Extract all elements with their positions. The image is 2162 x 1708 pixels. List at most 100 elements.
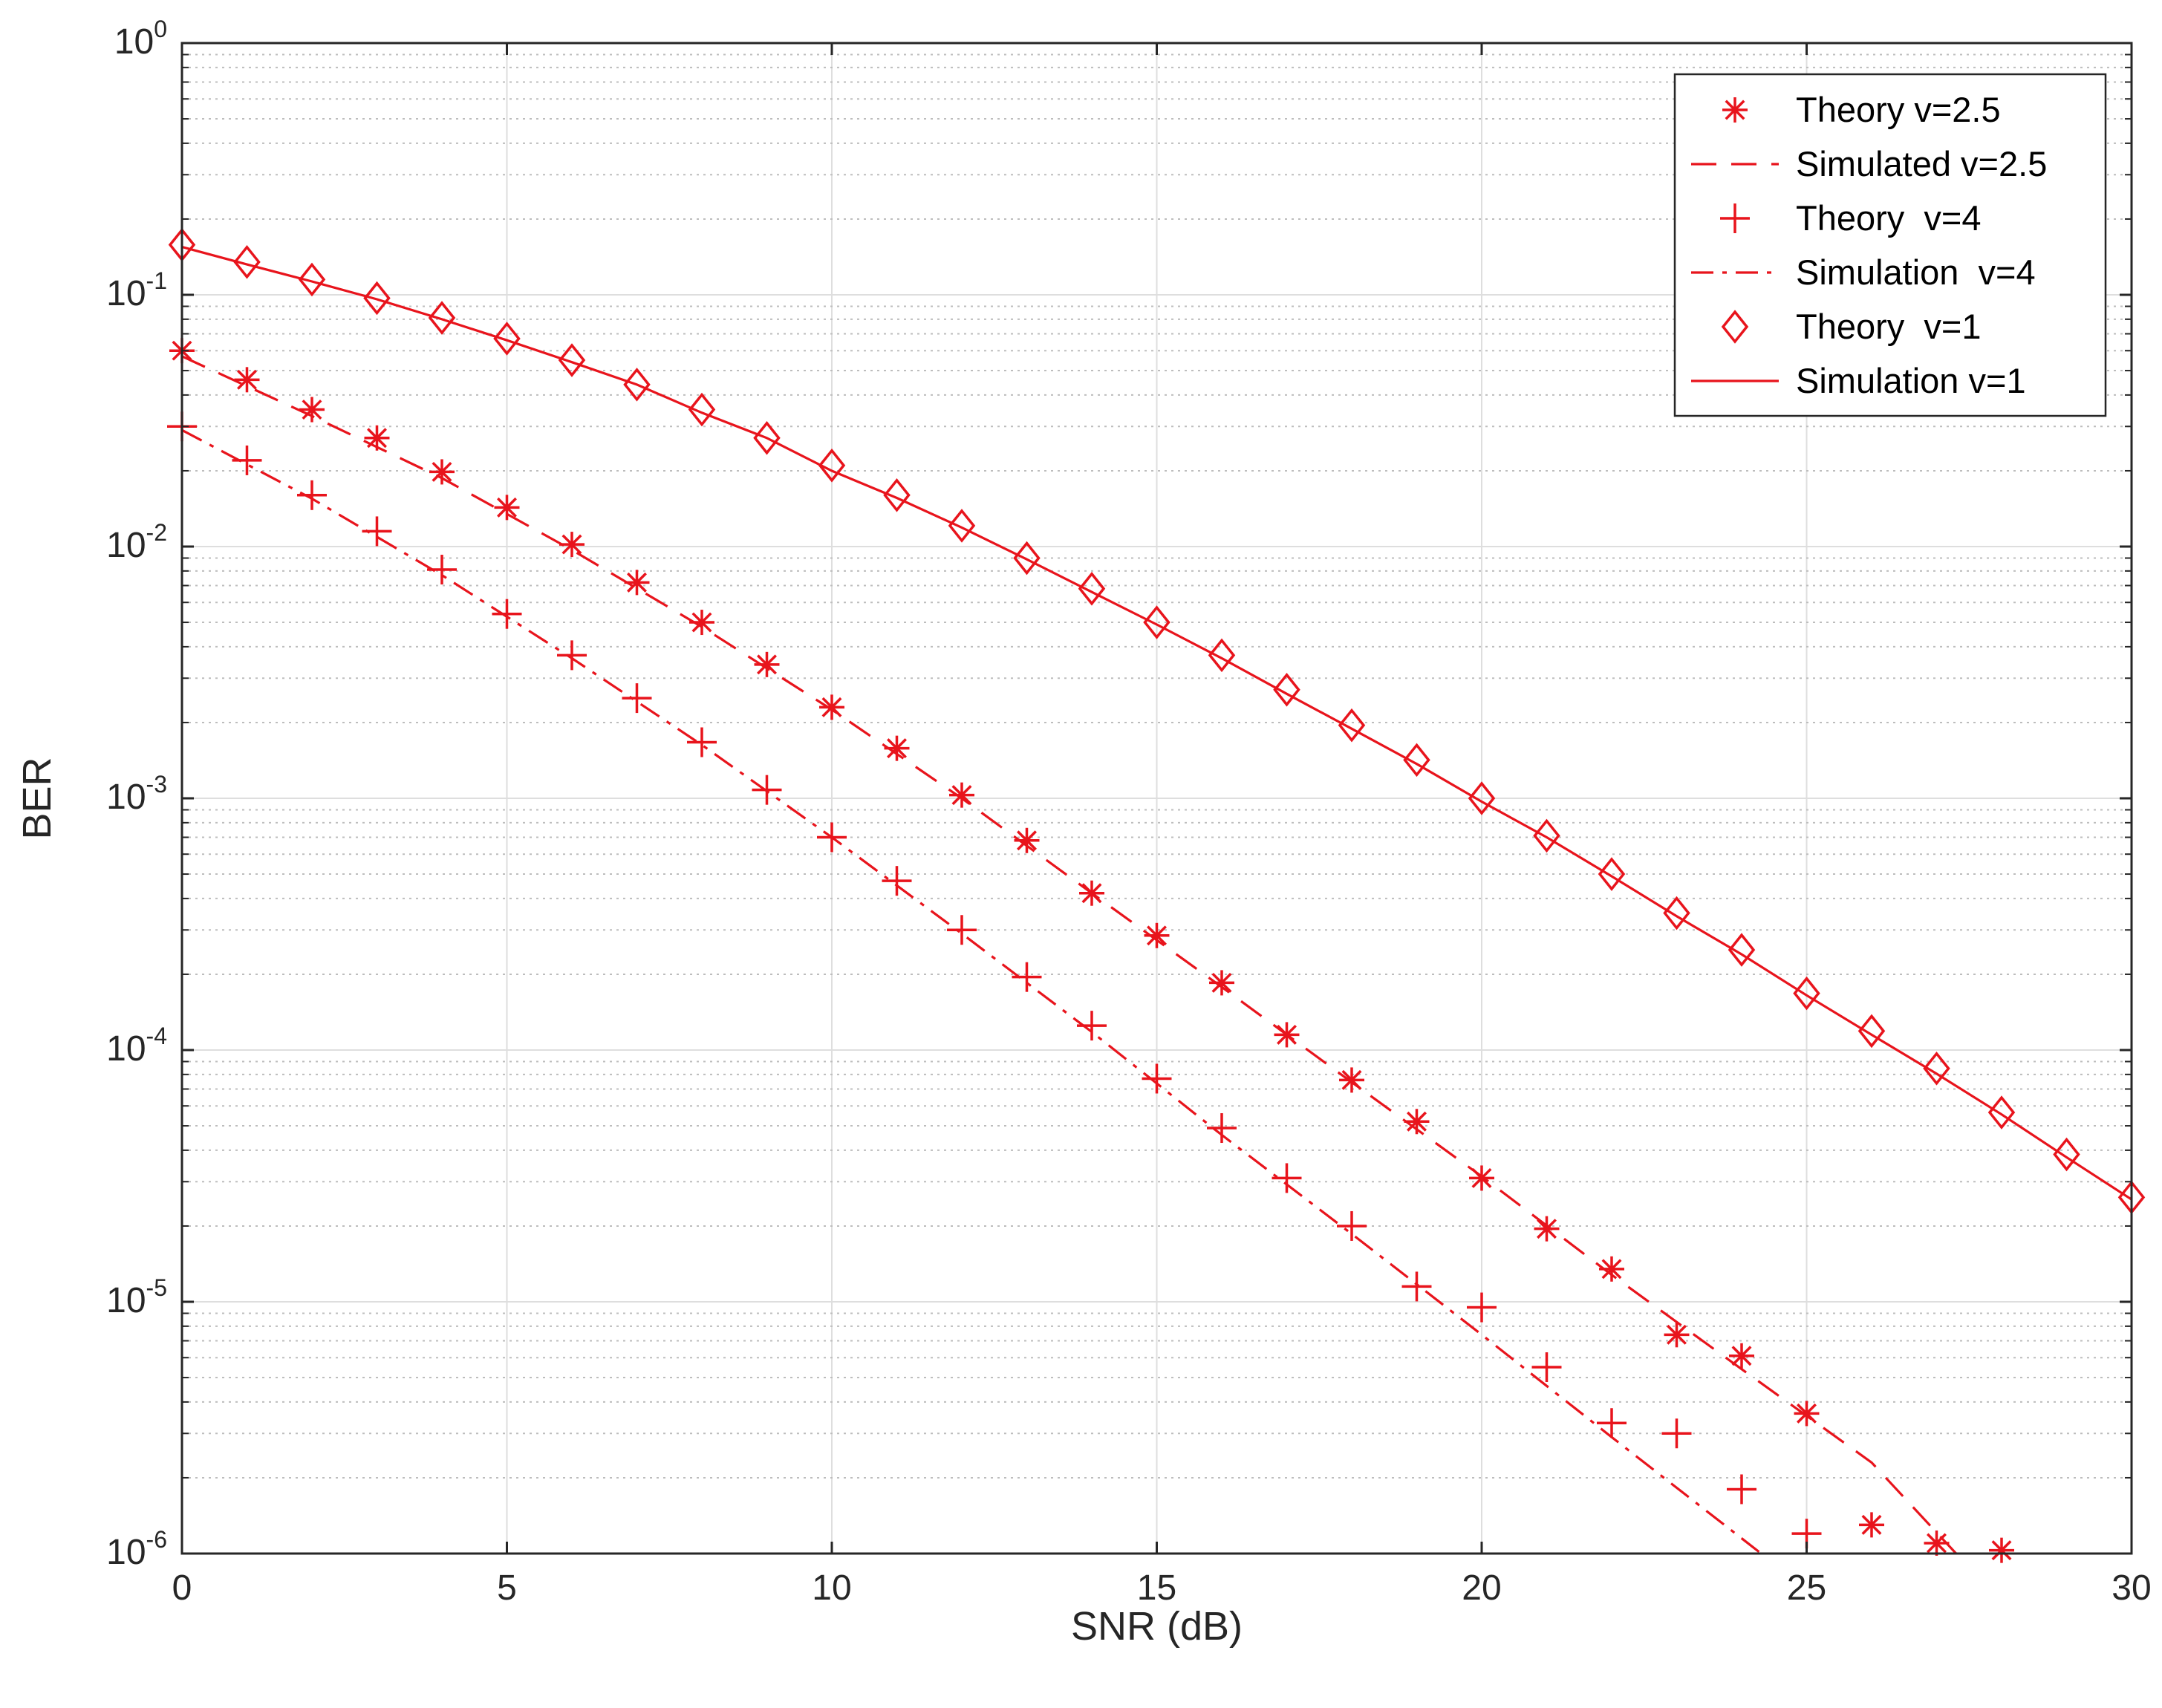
data-point-asterisk [429, 459, 455, 485]
marker-shape [688, 392, 716, 427]
marker-shape [883, 478, 911, 512]
data-point-plus [1401, 1271, 1432, 1302]
y-tick-exponent: -2 [146, 519, 167, 546]
marker-stroke [1211, 972, 1232, 993]
marker-stroke [1601, 1259, 1622, 1280]
data-point-diamond [1598, 857, 1626, 891]
marker-shape [1403, 743, 1430, 778]
marker-stroke [1725, 100, 1745, 120]
data-point-diamond [1078, 571, 1106, 606]
marker-shape [1208, 638, 1236, 673]
marker-stroke [1147, 925, 1167, 946]
y-tick-base: 10 [106, 274, 146, 313]
marker-stroke [1927, 1533, 1947, 1554]
data-point-plus [1661, 1418, 1692, 1449]
legend-label: Simulation v=1 [1796, 361, 2026, 400]
data-point-asterisk [1534, 1216, 1560, 1242]
marker-stroke [237, 369, 257, 390]
data-point-plus [1727, 1474, 1756, 1505]
data-point-plus [1207, 1113, 1237, 1144]
data-point-diamond [1923, 1051, 1950, 1086]
data-point-asterisk [1209, 970, 1234, 996]
y-tick-label: 100 [114, 16, 167, 62]
marker-shape [298, 262, 326, 297]
y-tick-base: 10 [114, 22, 154, 62]
marker-shape [1663, 896, 1690, 930]
legend-marker-plus [1720, 203, 1750, 233]
data-point-plus [622, 683, 652, 714]
data-point-asterisk [819, 694, 844, 720]
series-1 [182, 355, 1957, 1554]
data-point-diamond [363, 281, 391, 316]
marker-shape [558, 343, 586, 377]
data-point-diamond [1987, 1095, 2016, 1130]
data-point-diamond [948, 509, 976, 543]
y-tick-base: 10 [106, 526, 146, 565]
marker-stroke [1731, 1346, 1752, 1366]
data-point-plus [1012, 962, 1042, 992]
y-tick-label: 10-1 [106, 267, 167, 313]
y-tick-label: 10-3 [106, 771, 167, 817]
x-tick-label: 15 [1137, 1568, 1176, 1608]
data-point-asterisk [234, 367, 260, 393]
legend-label: Theory v=4 [1796, 198, 1981, 238]
marker-stroke [887, 738, 907, 759]
marker-shape [1728, 933, 1756, 967]
data-point-asterisk [1859, 1512, 1884, 1538]
marker-shape [1468, 781, 1496, 815]
marker-stroke [1407, 1111, 1427, 1132]
series-4 [168, 227, 2146, 1215]
legend-marker-diamond [1721, 310, 1749, 344]
marker-stroke [1341, 1069, 1362, 1090]
data-point-plus [1272, 1163, 1302, 1193]
marker-stroke [497, 497, 517, 518]
marker-stroke [691, 612, 712, 633]
legend-box [1673, 73, 2107, 417]
y-tick-exponent: -6 [146, 1526, 167, 1553]
y-tick-base: 10 [106, 1533, 146, 1572]
marker-stroke [627, 572, 647, 593]
data-point-diamond [1663, 896, 1690, 930]
y-axis-label: BER [15, 757, 59, 839]
x-tick-label: 30 [2111, 1568, 2151, 1608]
data-point-diamond [1793, 976, 1820, 1011]
x-tick-label: 20 [1462, 1568, 1501, 1608]
y-tick-exponent: 0 [154, 16, 167, 42]
data-point-plus [557, 640, 587, 671]
data-point-plus [1467, 1292, 1497, 1323]
data-point-diamond [428, 301, 456, 335]
marker-shape [1923, 1051, 1950, 1086]
data-point-diamond [1533, 818, 1560, 853]
data-point-asterisk [299, 397, 325, 423]
marker-stroke [1991, 1540, 2012, 1561]
data-point-plus [882, 866, 912, 896]
data-point-diamond [233, 245, 261, 279]
marker-shape [948, 509, 976, 543]
data-point-diamond [818, 448, 846, 483]
data-point-plus [947, 915, 977, 945]
legend-marker-asterisk [1722, 97, 1748, 123]
marker-stroke [757, 654, 777, 675]
data-point-asterisk [884, 735, 910, 761]
data-point-diamond [1403, 743, 1430, 778]
data-point-plus [297, 480, 327, 510]
y-tick-label: 10-4 [106, 1023, 167, 1069]
x-tick-label: 25 [1787, 1568, 1826, 1608]
data-point-asterisk [1794, 1401, 1820, 1427]
marker-stroke [951, 785, 972, 806]
y-tick-label: 10-6 [106, 1526, 167, 1572]
legend-label: Theory v=1 [1796, 307, 1981, 346]
data-point-diamond [1728, 933, 1756, 967]
y-tick-exponent: -3 [146, 771, 167, 798]
marker-stroke [302, 400, 322, 420]
marker-shape [1598, 857, 1626, 891]
data-point-asterisk [494, 495, 520, 521]
data-point-diamond [1273, 672, 1300, 707]
y-tick-exponent: -1 [146, 267, 167, 294]
data-point-diamond [1468, 781, 1496, 815]
data-point-asterisk [1989, 1537, 2014, 1563]
x-tick-label: 5 [497, 1568, 517, 1608]
legend: Theory v=2.5 Simulated v=2.5 Theory v=4 Sim… [1673, 73, 2107, 417]
data-point-asterisk [949, 782, 974, 808]
